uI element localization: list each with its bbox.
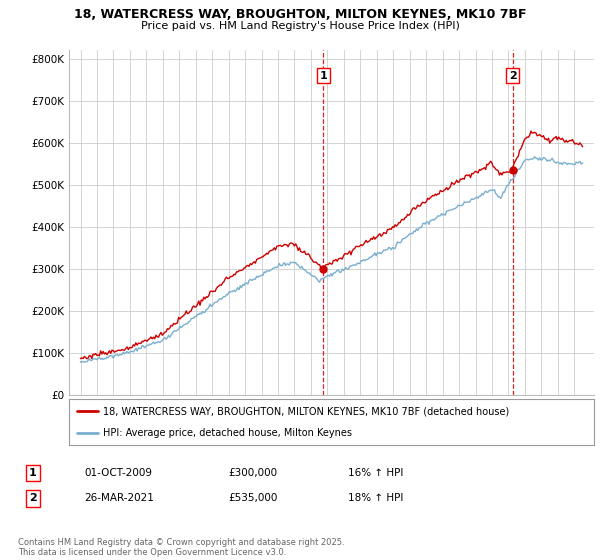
Text: 1: 1 bbox=[29, 468, 37, 478]
Text: 2: 2 bbox=[509, 71, 517, 81]
Text: 26-MAR-2021: 26-MAR-2021 bbox=[84, 493, 154, 503]
Text: £300,000: £300,000 bbox=[228, 468, 277, 478]
Text: 18% ↑ HPI: 18% ↑ HPI bbox=[348, 493, 403, 503]
Text: 01-OCT-2009: 01-OCT-2009 bbox=[84, 468, 152, 478]
Text: HPI: Average price, detached house, Milton Keynes: HPI: Average price, detached house, Milt… bbox=[103, 428, 352, 438]
Text: 18, WATERCRESS WAY, BROUGHTON, MILTON KEYNES, MK10 7BF: 18, WATERCRESS WAY, BROUGHTON, MILTON KE… bbox=[74, 8, 526, 21]
Text: 2: 2 bbox=[29, 493, 37, 503]
Text: £535,000: £535,000 bbox=[228, 493, 277, 503]
Text: Contains HM Land Registry data © Crown copyright and database right 2025.
This d: Contains HM Land Registry data © Crown c… bbox=[18, 538, 344, 557]
Text: 18, WATERCRESS WAY, BROUGHTON, MILTON KEYNES, MK10 7BF (detached house): 18, WATERCRESS WAY, BROUGHTON, MILTON KE… bbox=[103, 406, 509, 416]
Text: 1: 1 bbox=[319, 71, 327, 81]
Text: Price paid vs. HM Land Registry's House Price Index (HPI): Price paid vs. HM Land Registry's House … bbox=[140, 21, 460, 31]
Text: 16% ↑ HPI: 16% ↑ HPI bbox=[348, 468, 403, 478]
